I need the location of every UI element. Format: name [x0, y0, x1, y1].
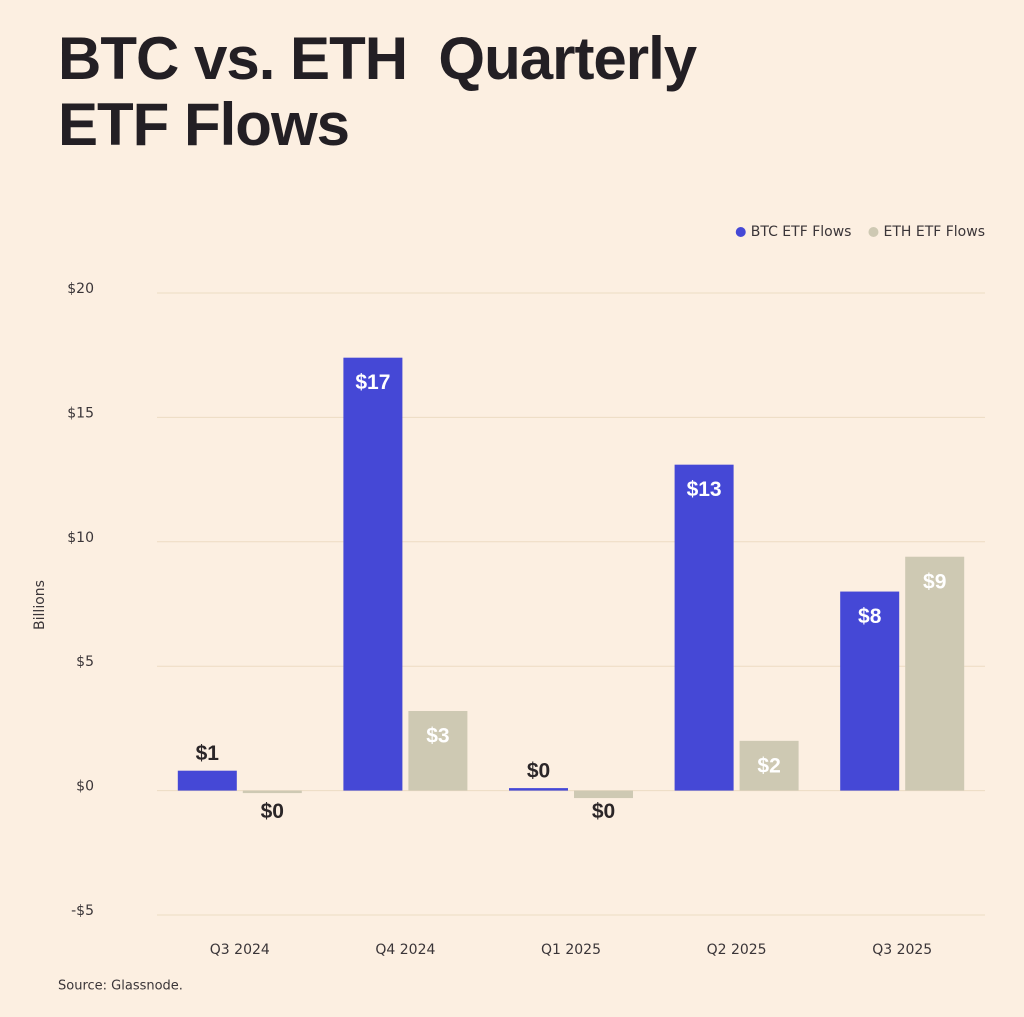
legend-label: ETH ETF Flows	[883, 224, 985, 240]
value-label: $13	[687, 478, 722, 501]
bar	[574, 790, 633, 799]
x-tick-label: Q3 2024	[210, 942, 270, 958]
value-label: $9	[923, 570, 946, 593]
bar	[343, 357, 403, 791]
bar	[674, 464, 734, 791]
value-label: $0	[592, 800, 615, 823]
y-axis-label: Billions	[32, 580, 48, 630]
bar	[509, 788, 568, 791]
y-tick-label: $0	[76, 779, 94, 795]
value-label: $3	[426, 725, 449, 748]
y-tick-label: -$5	[71, 903, 94, 919]
bar	[408, 710, 468, 791]
bar	[840, 591, 900, 791]
legend-swatch	[735, 227, 746, 237]
x-tick-label: Q4 2024	[375, 942, 435, 958]
chart-title: BTC vs. ETH Quarterly ETF Flows	[58, 25, 712, 158]
x-tick-label: Q2 2025	[707, 942, 767, 958]
bar	[177, 770, 237, 791]
value-label: $0	[527, 760, 550, 783]
x-tick-label: Q3 2025	[872, 942, 932, 958]
legend-label: BTC ETF Flows	[751, 224, 852, 240]
y-tick-label: $15	[67, 405, 94, 421]
y-tick-label: $5	[76, 654, 94, 670]
value-label: $2	[757, 754, 780, 777]
value-label: $0	[261, 800, 284, 823]
y-tick-label: $10	[67, 530, 94, 546]
value-label: $17	[355, 371, 390, 394]
bar	[739, 740, 799, 791]
source-note: Source: Glassnode.	[58, 979, 183, 994]
legend-swatch	[868, 227, 879, 237]
bar	[905, 556, 965, 791]
y-tick-label: $20	[67, 281, 94, 297]
value-label: $8	[858, 605, 882, 628]
bar	[242, 790, 302, 794]
value-label: $1	[196, 742, 220, 765]
x-tick-label: Q1 2025	[541, 942, 601, 958]
